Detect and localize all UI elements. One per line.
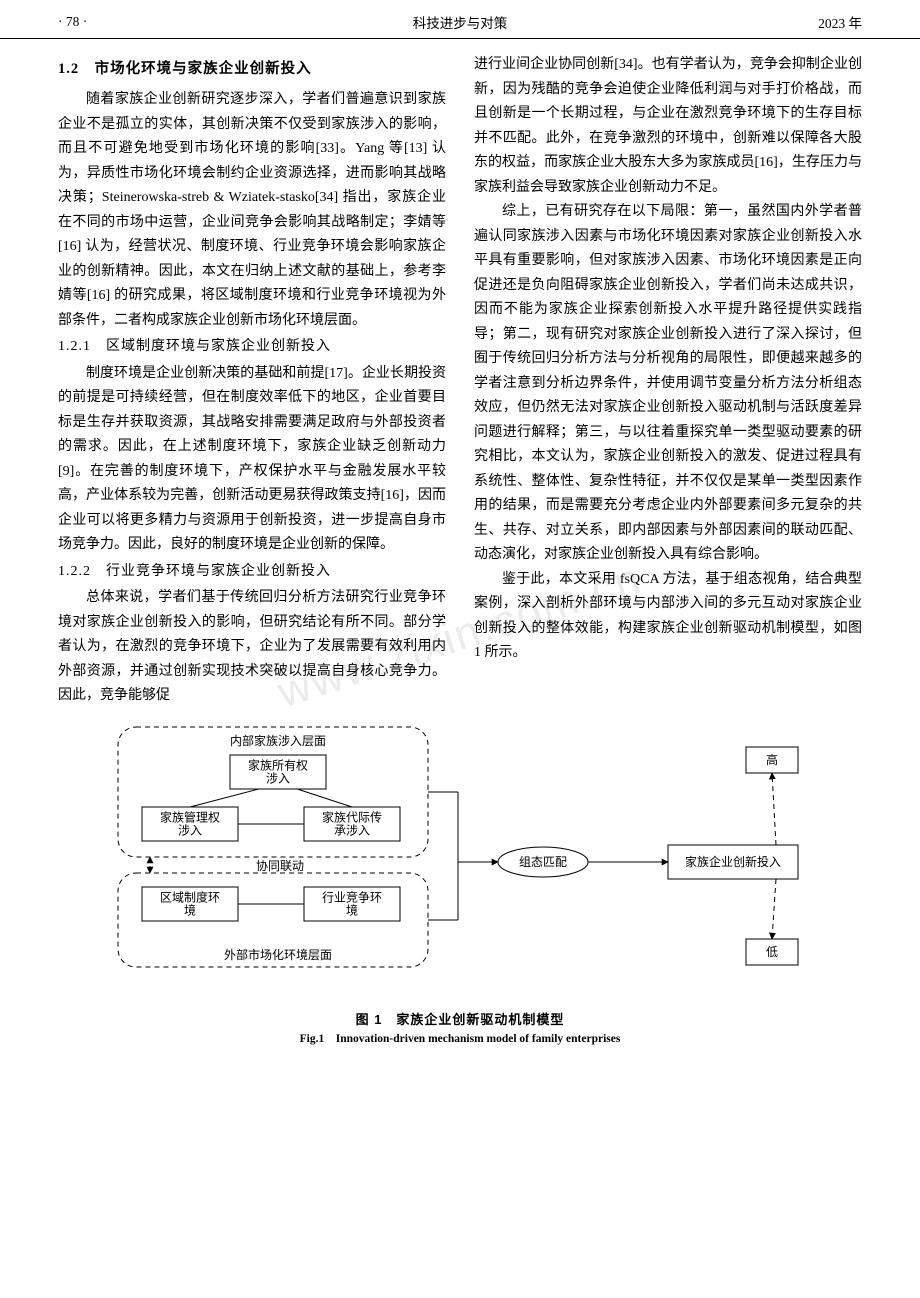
left-column: 1.2 市场化环境与家族企业创新投入 随着家族企业创新研究逐步深入，学者们普遍意… — [58, 53, 446, 709]
figure-1: 内部家族涉入层面外部市场化环境层面家族所有权涉入家族管理权涉入家族代际传承涉入区… — [0, 709, 920, 1046]
svg-text:低: 低 — [766, 945, 778, 959]
svg-text:协同联动: 协同联动 — [256, 858, 304, 873]
svg-text:境: 境 — [184, 902, 196, 917]
page-header: · 78 · 科技进步与对策 2023 年 — [0, 0, 920, 39]
para-6: 鉴于此，本文采用 fsQCA 方法，基于组态视角，结合典型案例，深入剖析外部环境… — [474, 568, 862, 666]
svg-text:家族管理权: 家族管理权 — [160, 809, 220, 824]
svg-text:境: 境 — [346, 902, 358, 917]
para-1: 随着家族企业创新研究逐步深入，学者们普遍意识到家族企业不是孤立的实体，其创新决策… — [58, 88, 446, 333]
subheading-1-2-2: 1.2.2 行业竞争环境与家族企业创新投入 — [58, 560, 446, 585]
page-number: · 78 · — [58, 14, 87, 30]
para-3: 总体来说，学者们基于传统回归分析方法研究行业竞争环境对家族企业创新投入的影响，但… — [58, 586, 446, 709]
body-columns: 1.2 市场化环境与家族企业创新投入 随着家族企业创新研究逐步深入，学者们普遍意… — [0, 53, 920, 709]
right-column: 进行业间企业协同创新[34]。也有学者认为，竞争会抑制企业创新，因为残酷的竞争会… — [474, 53, 862, 709]
page-year: 2023 年 — [818, 12, 862, 32]
svg-text:区域制度环: 区域制度环 — [160, 889, 220, 904]
svg-text:内部家族涉入层面: 内部家族涉入层面 — [230, 733, 326, 748]
svg-text:组态匹配: 组态匹配 — [519, 855, 567, 869]
svg-text:行业竞争环: 行业竞争环 — [322, 890, 382, 904]
svg-text:家族企业创新投入: 家族企业创新投入 — [685, 854, 781, 869]
svg-text:家族所有权: 家族所有权 — [248, 757, 308, 772]
svg-text:涉入: 涉入 — [266, 771, 290, 785]
journal-title: 科技进步与对策 — [413, 12, 508, 32]
figure-caption-en: Fig.1 Innovation-driven mechanism model … — [58, 1030, 862, 1046]
figure-1-svg: 内部家族涉入层面外部市场化环境层面家族所有权涉入家族管理权涉入家族代际传承涉入区… — [58, 715, 862, 1005]
subheading-1-2-1: 1.2.1 区域制度环境与家族企业创新投入 — [58, 335, 446, 360]
section-heading-1-2: 1.2 市场化环境与家族企业创新投入 — [58, 57, 446, 82]
figure-caption-cn: 图 1 家族企业创新驱动机制模型 — [58, 1009, 862, 1028]
para-2: 制度环境是企业创新决策的基础和前提[17]。企业长期投资的前提是可持续经营，但在… — [58, 362, 446, 558]
svg-text:外部市场化环境层面: 外部市场化环境层面 — [224, 947, 332, 962]
svg-text:涉入: 涉入 — [178, 823, 202, 837]
svg-text:家族代际传: 家族代际传 — [322, 809, 382, 824]
para-4: 进行业间企业协同创新[34]。也有学者认为，竞争会抑制企业创新，因为残酷的竞争会… — [474, 53, 862, 200]
svg-text:高: 高 — [766, 752, 778, 767]
para-5: 综上，已有研究存在以下局限：第一，虽然国内外学者普遍认同家族涉入因素与市场化环境… — [474, 200, 862, 568]
svg-text:承涉入: 承涉入 — [334, 823, 370, 837]
